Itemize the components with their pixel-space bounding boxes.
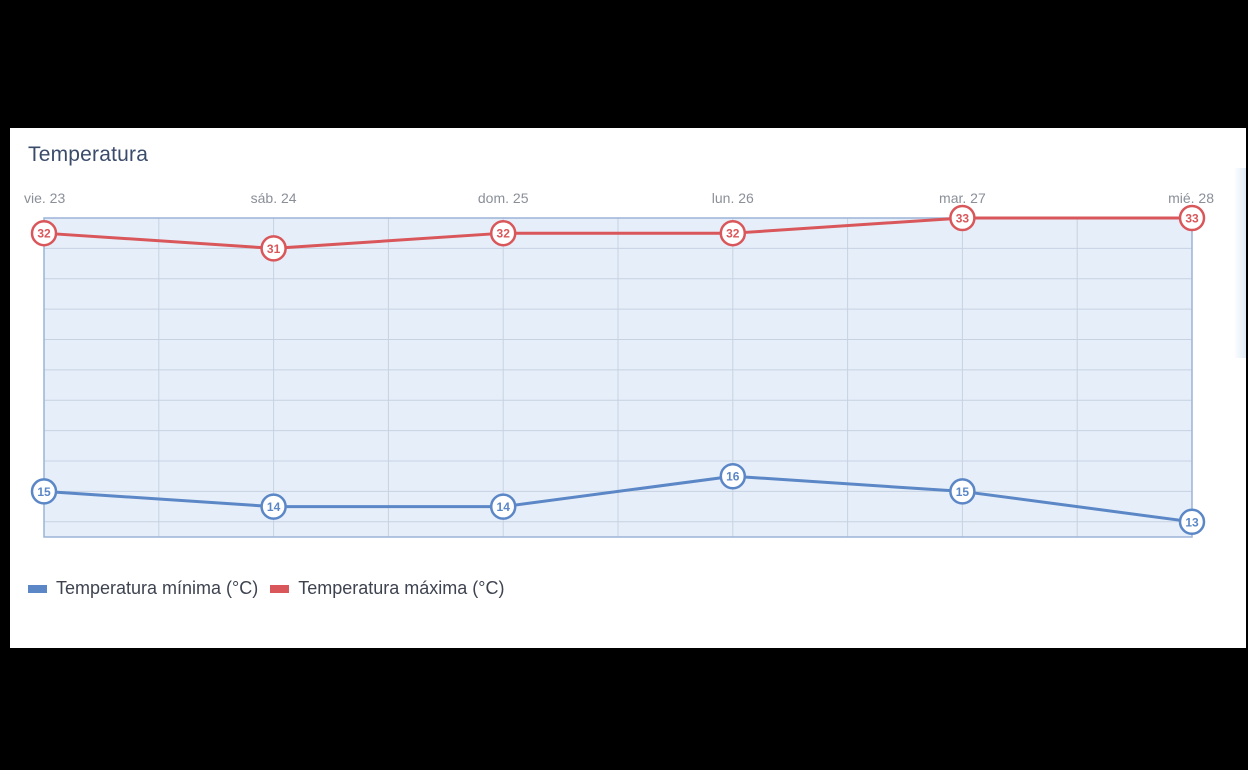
x-tick-label: sáb. 24	[251, 190, 297, 206]
data-label-1: 32	[726, 227, 740, 241]
data-label-0: 15	[956, 485, 970, 499]
data-label-1: 33	[1185, 212, 1199, 226]
data-point-1	[1178, 204, 1206, 232]
data-point-1	[949, 204, 976, 232]
data-point-0	[30, 478, 58, 505]
data-label-0: 14	[497, 500, 511, 514]
data-point-1	[30, 219, 58, 247]
chart-legend: Temperatura mínima (°C) Temperatura máxi…	[28, 578, 517, 599]
data-point-0	[260, 493, 287, 520]
data-point-1	[260, 235, 287, 262]
legend-item-min[interactable]: Temperatura mínima (°C)	[28, 578, 258, 599]
edge-decoration	[1234, 168, 1246, 358]
x-tick-label: dom. 25	[478, 190, 529, 206]
data-label-0: 13	[1185, 515, 1199, 529]
legend-label-max: Temperatura máxima (°C)	[298, 578, 505, 598]
x-tick-label: lun. 26	[712, 190, 754, 206]
data-point-0	[719, 462, 747, 490]
chart-panel: Temperatura vie. 23 sáb. 24 dom. 25 lun. 26…	[10, 128, 1246, 648]
data-label-1: 32	[497, 227, 511, 241]
x-tick-label: mié. 28	[1168, 190, 1214, 206]
data-point-0	[949, 478, 976, 505]
series-line-0	[43, 474, 1193, 524]
legend-label-min: Temperatura mínima (°C)	[56, 578, 259, 598]
legend-swatch-min	[28, 584, 47, 593]
data-point-1	[489, 219, 517, 247]
data-point-1	[719, 219, 747, 247]
data-label-1: 32	[37, 227, 51, 241]
legend-item-max[interactable]: Temperatura máxima (°C)	[270, 578, 505, 599]
data-label-1: 31	[267, 242, 281, 256]
data-label-0: 15	[37, 485, 51, 499]
data-label-1: 33	[956, 212, 970, 226]
data-point-0	[489, 493, 517, 520]
legend-swatch-max	[270, 584, 290, 593]
plot-border	[43, 217, 1193, 538]
data-label-0: 14	[267, 500, 281, 514]
data-label-0: 16	[726, 470, 740, 484]
x-tick-label: mar. 27	[939, 190, 986, 206]
x-tick-label: vie. 23	[24, 190, 65, 206]
chart-title: Temperatura	[28, 143, 149, 166]
data-point-0	[1178, 508, 1206, 536]
temperature-chart: vie. 23 sáb. 24 dom. 25 lun. 26 mar. 27 mié. …	[24, 190, 1214, 538]
series-line-1	[43, 216, 1192, 250]
